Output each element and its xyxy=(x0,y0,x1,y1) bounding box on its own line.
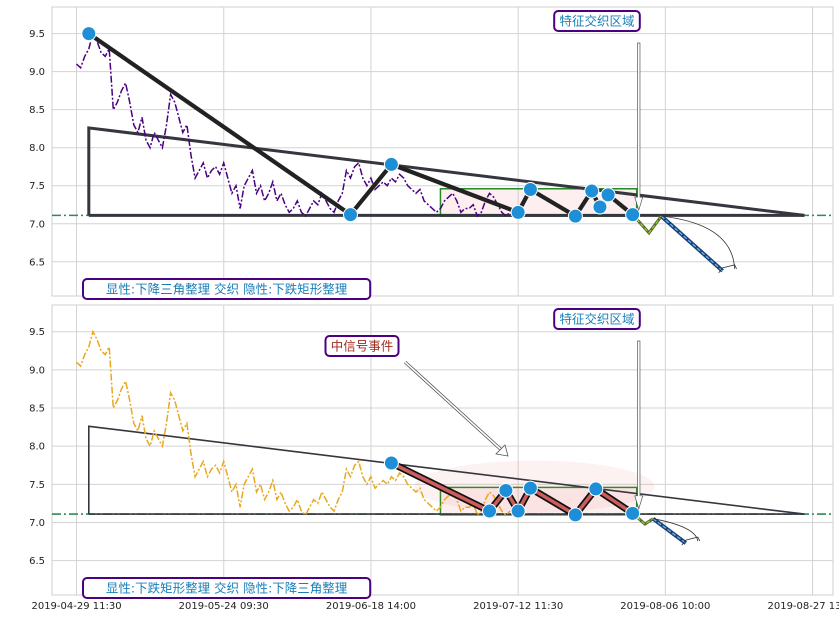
y-tick-label: 9.0 xyxy=(29,365,45,376)
plot-area xyxy=(51,304,834,596)
plot-area xyxy=(51,6,834,297)
zigzag-point xyxy=(625,505,641,521)
region-label-box xyxy=(553,308,641,330)
y-tick-label: 7.5 xyxy=(29,181,45,192)
projection-arc xyxy=(653,518,699,542)
zigzag-point xyxy=(567,208,583,224)
triangle-upper xyxy=(87,126,805,217)
zigzag-point xyxy=(592,199,608,215)
price-series xyxy=(75,329,511,517)
y-tick-label: 9.0 xyxy=(29,67,45,78)
pattern-label: 显性:下跌矩形整理 交织 隐性:下降三角整理 xyxy=(106,581,348,596)
x-tick-label: 2019-06-18 14:00 xyxy=(326,601,416,612)
pattern-label-box xyxy=(82,577,372,599)
zigzag-point xyxy=(510,503,526,519)
projection-bracket xyxy=(718,264,737,274)
signal-arrow xyxy=(404,361,508,456)
region-label: 特征交织区域 xyxy=(559,14,634,29)
y-tick-label: 7.0 xyxy=(29,219,45,230)
projection-green-dash xyxy=(632,214,662,234)
zigzag-point xyxy=(522,182,538,198)
zigzag-point xyxy=(342,207,358,223)
zigzag-point xyxy=(482,503,498,519)
signal-label: 中信号事件 xyxy=(331,339,394,354)
zigzag-point xyxy=(600,187,616,203)
zigzag-point xyxy=(625,207,641,223)
zigzag-point xyxy=(81,26,97,42)
x-tick-label: 2019-08-06 10:00 xyxy=(620,601,710,612)
zigzag-point xyxy=(567,507,583,523)
region-label: 特征交织区域 xyxy=(559,312,634,327)
y-tick-label: 9.5 xyxy=(29,29,45,40)
zigzag-point xyxy=(498,482,514,498)
region-label-box xyxy=(553,10,641,32)
projection-arc xyxy=(661,215,735,269)
zigzag-point xyxy=(584,183,600,199)
y-tick-label: 6.5 xyxy=(29,257,45,268)
pattern-label: 显性:下降三角整理 交织 隐性:下跌矩形整理 xyxy=(106,282,348,297)
projection-bracket xyxy=(681,536,701,546)
zigzag-point xyxy=(510,204,526,220)
zigzag-point xyxy=(522,480,538,496)
zigzag-point xyxy=(588,481,604,497)
y-tick-label: 9.5 xyxy=(29,327,45,338)
y-tick-label: 7.0 xyxy=(29,518,45,529)
zigzag-point xyxy=(383,156,399,172)
y-tick-label: 8.0 xyxy=(29,442,45,453)
region-arrow xyxy=(634,42,644,212)
y-tick-label: 8.5 xyxy=(29,404,45,415)
x-tick-label: 2019-07-12 11:30 xyxy=(473,601,563,612)
zigzag-point xyxy=(383,455,399,471)
y-tick-label: 8.0 xyxy=(29,143,45,154)
y-tick-label: 7.5 xyxy=(29,480,45,491)
y-tick-label: 8.5 xyxy=(29,105,45,116)
x-tick-label: 2019-05-24 09:30 xyxy=(179,601,269,612)
price-series xyxy=(75,31,511,218)
projection-blue-dash xyxy=(652,518,687,544)
y-tick-label: 6.5 xyxy=(29,556,45,567)
projection-blue-dash xyxy=(660,215,724,272)
triangle-upper xyxy=(88,425,805,515)
region-arrow xyxy=(634,340,644,510)
x-tick-label: 2019-08-27 13:00 xyxy=(767,601,839,612)
signal-arrow-head xyxy=(495,444,509,457)
pattern-label-box xyxy=(82,278,372,300)
panel-bottom: 6.5 7.0 7.5 8.0 8.5 9.0 9.5 特征交织区域中信号事件显性:下跌矩形整… xyxy=(29,304,834,599)
x-tick-label: 2019-04-29 11:30 xyxy=(31,601,121,612)
signal-label-box xyxy=(324,335,400,357)
